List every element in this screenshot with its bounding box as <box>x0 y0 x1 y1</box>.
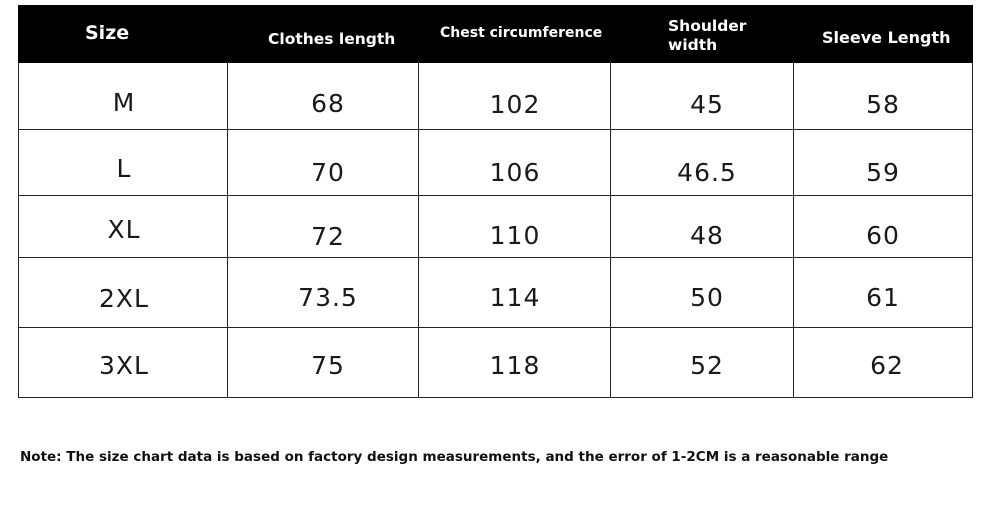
table-cell-sleeve: 59 <box>866 158 900 187</box>
row-divider <box>19 327 972 328</box>
table-cell-sleeve: 58 <box>866 90 900 119</box>
table-cell-shoulder: 45 <box>690 90 724 119</box>
table-cell-shoulder: 50 <box>690 283 724 312</box>
table-cell-shoulder: 48 <box>690 221 724 250</box>
table-cell-size: 3XL <box>99 351 149 380</box>
column-divider <box>418 62 419 397</box>
table-cell-chest: 102 <box>489 90 541 119</box>
table-cell-size: 2XL <box>99 284 149 313</box>
table-cell-size: L <box>116 154 132 183</box>
table-cell-sleeve: 60 <box>866 221 900 250</box>
table-cell-size: M <box>112 88 136 117</box>
table-cell-shoulder: 46.5 <box>677 158 737 187</box>
table-body: M 68 102 45 58 L 70 106 46.5 59 XL 72 11… <box>18 62 973 398</box>
table-cell-sleeve: 61 <box>866 283 900 312</box>
header-size: Size <box>85 22 130 44</box>
row-divider <box>19 257 972 258</box>
table-cell-clothes-length: 70 <box>311 158 345 187</box>
size-chart-table: Size Clothes length Chest circumference … <box>18 5 973 398</box>
table-cell-clothes-length: 73.5 <box>298 283 358 312</box>
table-cell-sleeve: 62 <box>870 351 904 380</box>
column-divider <box>227 62 228 397</box>
column-divider <box>610 62 611 397</box>
table-header-row: Size Clothes length Chest circumference … <box>18 5 973 63</box>
column-divider <box>793 62 794 397</box>
row-divider <box>19 195 972 196</box>
table-cell-chest: 110 <box>489 221 541 250</box>
table-cell-chest: 106 <box>489 158 541 187</box>
row-divider <box>19 129 972 130</box>
header-clothes-length: Clothes length <box>268 30 396 48</box>
header-sleeve-length: Sleeve Length <box>822 28 951 47</box>
table-cell-clothes-length: 72 <box>311 222 345 251</box>
table-cell-clothes-length: 68 <box>311 89 345 118</box>
size-chart-note: Note: The size chart data is based on fa… <box>20 449 889 465</box>
table-cell-clothes-length: 75 <box>311 351 345 380</box>
table-cell-size: XL <box>107 215 141 244</box>
header-shoulder-width: Shoulder width <box>668 17 747 54</box>
table-cell-chest: 114 <box>489 283 541 312</box>
table-cell-chest: 118 <box>489 351 541 380</box>
table-cell-shoulder: 52 <box>690 351 724 380</box>
header-chest-circumference: Chest circumference <box>440 25 603 41</box>
